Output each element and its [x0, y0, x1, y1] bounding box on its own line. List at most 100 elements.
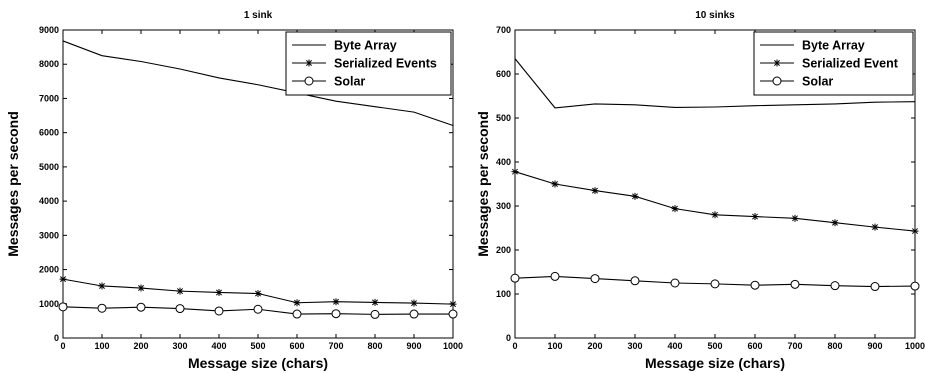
y-tick-label: 6000 [39, 128, 59, 138]
data-point [214, 306, 224, 316]
legend: Byte Array Serialized Events Solar [285, 31, 452, 96]
x-tick-label: 700 [787, 341, 802, 351]
x-tick-label: 800 [367, 341, 382, 351]
data-point [97, 303, 107, 313]
y-tick-label: 600 [496, 69, 511, 79]
x-tick-label: 500 [250, 341, 265, 351]
legend-marker [772, 76, 782, 86]
legend-label: Byte Array [802, 39, 865, 53]
legend-label: Serialized Events [334, 57, 437, 71]
legend-marker [305, 59, 313, 67]
y-tick-label: 300 [496, 201, 511, 211]
data-point [58, 302, 68, 312]
data-point [59, 275, 67, 283]
legend-label: Serialized Event [802, 57, 899, 71]
x-tick-label: 100 [94, 341, 109, 351]
legend-entry: Solar [760, 75, 833, 89]
data-point [750, 280, 760, 290]
data-point [371, 298, 379, 306]
x-axis-label: Message size (chars) [645, 355, 785, 371]
legend: Byte Array Serialized Event Solar [753, 31, 914, 96]
chart-title: 10 sinks [695, 10, 735, 21]
data-point [710, 279, 720, 289]
y-tick-label: 4000 [39, 196, 59, 206]
x-tick-label: 200 [133, 341, 148, 351]
data-point [671, 205, 679, 213]
data-point [175, 304, 185, 314]
legend-marker [304, 76, 314, 86]
x-tick-label: 600 [289, 341, 304, 351]
x-tick-label: 800 [827, 341, 842, 351]
data-point [449, 300, 457, 308]
data-point [332, 298, 340, 306]
data-point [137, 284, 145, 292]
legend-entry: Serialized Event [760, 57, 899, 71]
x-tick-label: 200 [587, 341, 602, 351]
x-tick-label: 0 [512, 341, 517, 351]
x-tick-label: 900 [867, 341, 882, 351]
legend-entry: Byte Array [760, 39, 865, 53]
data-point [136, 302, 146, 312]
x-tick-label: 500 [707, 341, 722, 351]
x-tick-label: 1000 [443, 341, 463, 351]
data-point [292, 309, 302, 319]
data-point [590, 274, 600, 284]
y-tick-label: 400 [496, 157, 511, 167]
data-point [830, 281, 840, 291]
x-axis-label: Message size (chars) [188, 355, 328, 371]
data-point [711, 211, 719, 219]
data-point [870, 282, 880, 292]
data-point [331, 309, 341, 319]
series-line [514, 171, 916, 232]
data-point [631, 192, 639, 200]
data-point [98, 282, 106, 290]
chart-title: 1 sink [244, 10, 273, 21]
y-tick-label: 7000 [39, 93, 59, 103]
data-point [831, 219, 839, 227]
data-point [409, 309, 419, 319]
data-point [751, 213, 759, 221]
data-point [791, 214, 799, 222]
y-tick-label: 3000 [39, 230, 59, 240]
series-solar [58, 302, 458, 319]
data-point [511, 168, 519, 176]
x-tick-label: 300 [172, 341, 187, 351]
y-tick-label: 0 [54, 333, 59, 343]
x-tick-label: 700 [328, 341, 343, 351]
y-tick-label: 0 [506, 333, 511, 343]
data-point [215, 288, 223, 296]
series-serialized-event [511, 168, 919, 235]
y-tick-label: 8000 [39, 59, 59, 69]
legend-marker [773, 59, 781, 67]
series-line [514, 58, 916, 109]
data-point [370, 309, 380, 319]
legend-entry: Solar [292, 75, 365, 89]
data-point [911, 227, 919, 235]
x-tick-label: 0 [60, 341, 65, 351]
y-axis-label: Messages per second [5, 111, 21, 257]
y-tick-label: 9000 [39, 25, 59, 35]
y-tick-label: 1000 [39, 299, 59, 309]
legend-label: Solar [802, 75, 833, 89]
series-byte-array [62, 40, 454, 127]
x-tick-label: 100 [547, 341, 562, 351]
series-byte-array [514, 58, 916, 109]
series-serialized-events [59, 275, 457, 308]
data-point [871, 223, 879, 231]
y-tick-label: 2000 [39, 265, 59, 275]
series-line [62, 40, 454, 127]
x-tick-label: 400 [211, 341, 226, 351]
data-point [510, 273, 520, 283]
x-tick-label: 900 [406, 341, 421, 351]
data-point [293, 299, 301, 307]
x-tick-label: 600 [747, 341, 762, 351]
y-tick-label: 200 [496, 245, 511, 255]
data-point [254, 290, 262, 298]
legend-label: Solar [334, 75, 365, 89]
data-point [630, 276, 640, 286]
data-point [910, 281, 920, 291]
x-tick-label: 400 [667, 341, 682, 351]
legend-label: Byte Array [334, 39, 397, 53]
